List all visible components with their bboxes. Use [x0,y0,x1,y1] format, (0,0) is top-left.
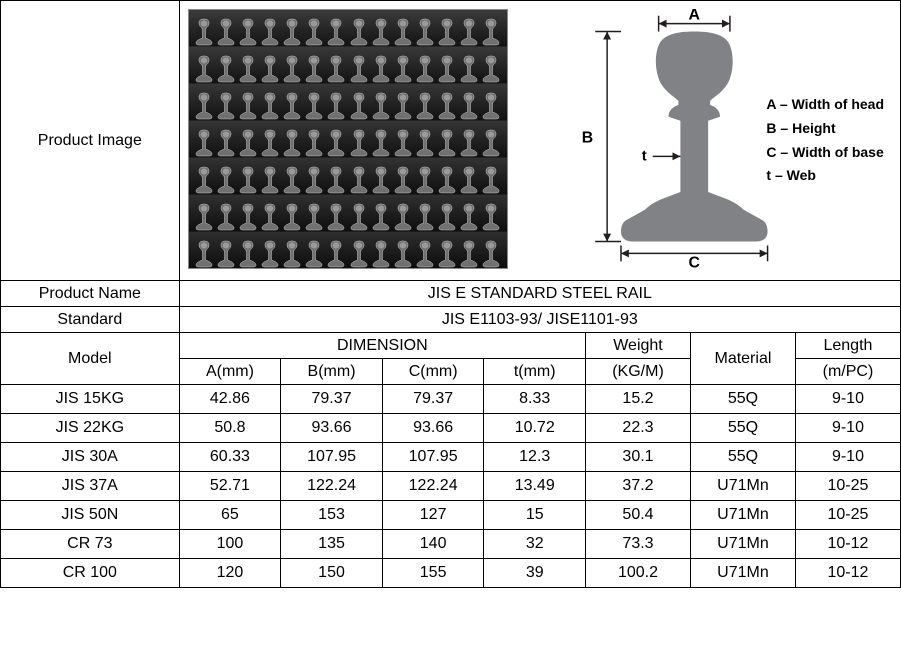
standard-label: Standard [1,307,180,333]
cell-t: 8.33 [484,385,586,414]
cell-mat: 55Q [690,414,795,443]
cell-len: 9-10 [795,443,900,472]
standard-value: JIS E1103-93/ JISE1101-93 [179,307,900,333]
legend-c: C – Width of base [766,141,884,165]
cell-mat: U71Mn [690,501,795,530]
cell-model: JIS 30A [1,443,180,472]
cell-t: 12.3 [484,443,586,472]
table-row: CR 10012015015539100.2U71Mn10-12 [1,559,901,588]
cell-t: 32 [484,530,586,559]
cell-mat: 55Q [690,443,795,472]
cell-w: 37.2 [586,472,691,501]
rail-photo: // placeholder: build stacked rows of mi… [188,9,508,269]
cell-w: 22.3 [586,414,691,443]
cell-a: 65 [179,501,281,530]
col-c-header: C(mm) [382,359,484,385]
cell-model: JIS 15KG [1,385,180,414]
table-row: JIS 30A60.33107.95107.9512.330.155Q9-10 [1,443,901,472]
table-row: JIS 37A52.71122.24122.2413.4937.2U71Mn10… [1,472,901,501]
cell-mat: U71Mn [690,472,795,501]
dim-c-label: C [688,254,699,271]
cell-t: 39 [484,559,586,588]
cell-c: 107.95 [382,443,484,472]
cell-len: 10-12 [795,559,900,588]
cell-t: 10.72 [484,414,586,443]
dimension-header: DIMENSION [179,333,585,359]
cell-mat: 55Q [690,385,795,414]
cell-a: 42.86 [179,385,281,414]
cell-c: 155 [382,559,484,588]
col-a-header: A(mm) [179,359,281,385]
product-image-label: Product Image [1,1,180,281]
cell-c: 79.37 [382,385,484,414]
cell-b: 153 [281,501,383,530]
cell-a: 100 [179,530,281,559]
cell-b: 79.37 [281,385,383,414]
cell-b: 135 [281,530,383,559]
cell-model: JIS 37A [1,472,180,501]
cell-b: 122.24 [281,472,383,501]
cell-t: 15 [484,501,586,530]
cell-c: 122.24 [382,472,484,501]
cell-b: 93.66 [281,414,383,443]
product-name-value: JIS E STANDARD STEEL RAIL [179,281,900,307]
table-row: CR 731001351403273.3U71Mn10-12 [1,530,901,559]
spec-table: Product Image // placeholder: build stac… [0,0,901,588]
cell-model: CR 100 [1,559,180,588]
length-unit-header: (m/PC) [795,359,900,385]
legend-a: A – Width of head [766,93,884,117]
product-image-cell: // placeholder: build stacked rows of mi… [179,1,900,281]
dim-a-label: A [688,9,700,24]
cell-model: CR 73 [1,530,180,559]
cell-len: 10-25 [795,501,900,530]
cell-b: 107.95 [281,443,383,472]
legend-b: B – Height [766,117,884,141]
cell-a: 50.8 [179,414,281,443]
cell-w: 100.2 [586,559,691,588]
cell-model: JIS 50N [1,501,180,530]
cell-model: JIS 22KG [1,414,180,443]
weight-header: Weight [586,333,691,359]
col-b-header: B(mm) [281,359,383,385]
cell-a: 52.71 [179,472,281,501]
cell-w: 50.4 [586,501,691,530]
dim-b-label: B [581,129,592,146]
weight-unit-header: (KG/M) [586,359,691,385]
diagram-legend: A – Width of head B – Height C – Width o… [766,93,884,188]
material-header: Material [690,333,795,385]
table-row: JIS 50N651531271550.4U71Mn10-25 [1,501,901,530]
cell-c: 127 [382,501,484,530]
cell-w: 73.3 [586,530,691,559]
cell-a: 120 [179,559,281,588]
product-name-label: Product Name [1,281,180,307]
dim-t-label: t [641,148,646,164]
cell-len: 9-10 [795,385,900,414]
cell-len: 10-12 [795,530,900,559]
table-row: JIS 15KG42.8679.3779.378.3315.255Q9-10 [1,385,901,414]
cell-mat: U71Mn [690,559,795,588]
length-header: Length [795,333,900,359]
model-header: Model [1,333,180,385]
legend-t: t – Web [766,164,884,188]
cell-a: 60.33 [179,443,281,472]
col-t-header: t(mm) [484,359,586,385]
cell-len: 9-10 [795,414,900,443]
cell-b: 150 [281,559,383,588]
cell-c: 140 [382,530,484,559]
cell-w: 15.2 [586,385,691,414]
cell-t: 13.49 [484,472,586,501]
cell-c: 93.66 [382,414,484,443]
cell-len: 10-25 [795,472,900,501]
cell-mat: U71Mn [690,530,795,559]
rail-diagram: A B t [516,9,892,272]
table-row: JIS 22KG50.893.6693.6610.7222.355Q9-10 [1,414,901,443]
cell-w: 30.1 [586,443,691,472]
